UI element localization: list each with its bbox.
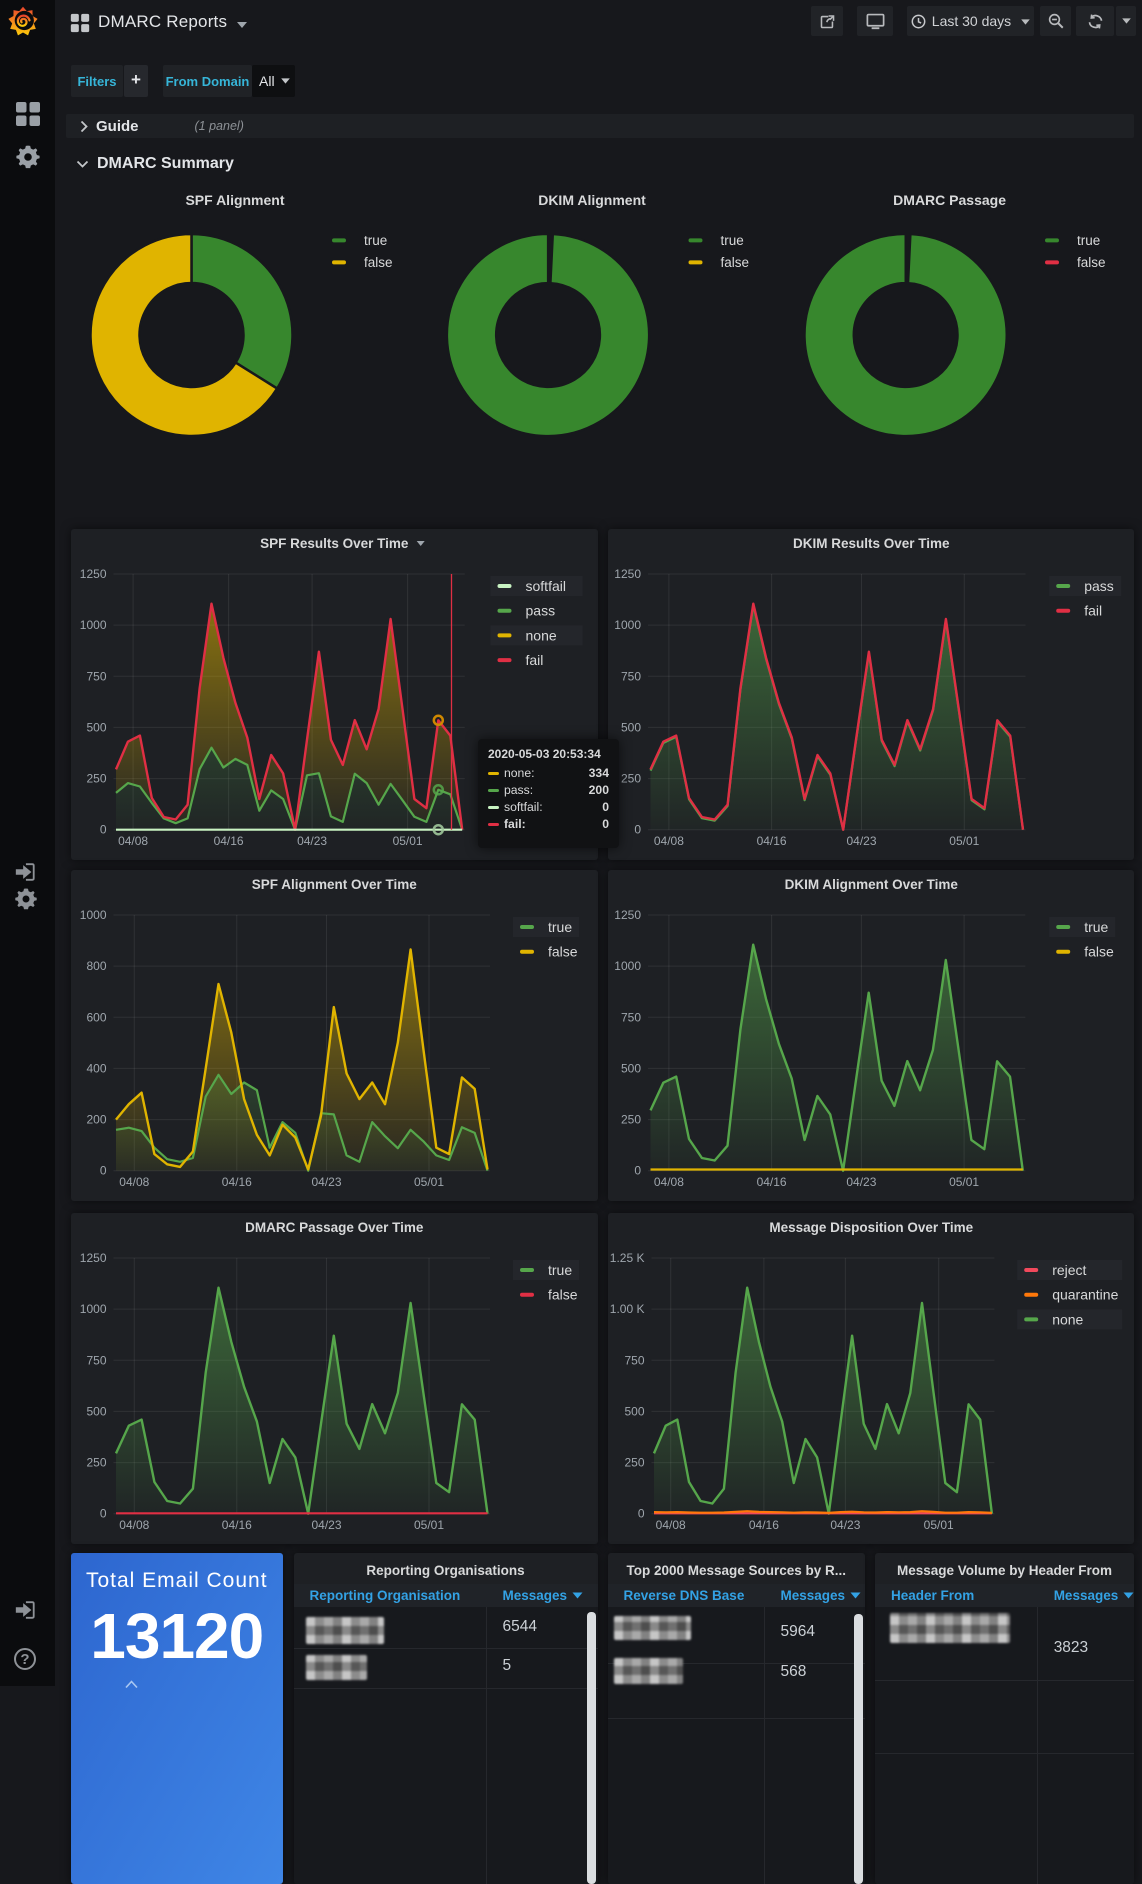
svg-text:04/23: 04/23 [297,834,327,848]
svg-text:1250: 1250 [614,567,641,581]
svg-text:04/08: 04/08 [119,1518,149,1532]
svg-text:05/01: 05/01 [414,1175,444,1189]
svg-text:1000: 1000 [80,1302,107,1316]
svg-text:400: 400 [86,1061,106,1075]
svg-text:1000: 1000 [614,959,641,973]
svg-text:500: 500 [86,720,106,734]
svg-text:true: true [1077,233,1100,248]
svg-text:softfail: softfail [526,578,566,594]
svg-text:500: 500 [620,1061,640,1075]
svg-text:04/08: 04/08 [119,1175,149,1189]
svg-text:0: 0 [100,1506,107,1520]
svg-text:DMARC Passage: DMARC Passage [893,192,1006,208]
svg-text:none: none [1052,1311,1083,1327]
svg-text:false: false [548,943,578,959]
svg-text:04/16: 04/16 [756,834,786,848]
svg-text:pass: pass [526,603,556,619]
svg-text:pass: pass [1084,578,1114,594]
svg-text:04/16: 04/16 [214,834,244,848]
svg-text:1000: 1000 [80,618,107,632]
svg-text:Message Disposition Over Time: Message Disposition Over Time [769,1220,973,1235]
svg-text:false: false [548,1286,578,1302]
svg-text:750: 750 [624,1353,644,1367]
svg-text:600: 600 [86,1010,106,1024]
svg-text:SPF Alignment: SPF Alignment [185,192,284,208]
svg-text:true: true [364,233,387,248]
svg-text:fail: fail [526,652,544,668]
svg-text:SPF Alignment Over Time: SPF Alignment Over Time [252,877,418,892]
svg-text:DKIM Results Over Time: DKIM Results Over Time [792,536,949,551]
svg-text:05/01: 05/01 [949,834,979,848]
svg-text:false: false [721,255,750,270]
svg-text:reject: reject [1052,1262,1086,1278]
svg-text:04/16: 04/16 [748,1518,778,1532]
svg-text:0: 0 [100,1163,107,1177]
svg-text:false: false [1084,943,1114,959]
svg-text:04/08: 04/08 [653,1175,683,1189]
svg-text:false: false [1077,255,1106,270]
svg-text:0: 0 [637,1506,644,1520]
svg-text:quarantine: quarantine [1052,1286,1118,1302]
svg-text:750: 750 [620,1010,640,1024]
svg-text:0: 0 [100,823,107,837]
svg-text:04/16: 04/16 [222,1175,252,1189]
svg-text:750: 750 [620,669,640,683]
svg-text:500: 500 [86,1404,106,1418]
svg-text:DMARC Passage Over Time: DMARC Passage Over Time [245,1220,424,1235]
svg-text:1000: 1000 [80,908,107,922]
svg-text:04/23: 04/23 [846,834,876,848]
svg-text:fail: fail [1084,603,1102,619]
svg-text:04/08: 04/08 [118,834,148,848]
svg-text:05/01: 05/01 [949,1175,979,1189]
svg-text:750: 750 [86,669,106,683]
svg-text:1000: 1000 [614,618,641,632]
svg-text:750: 750 [86,1353,106,1367]
svg-text:04/23: 04/23 [311,1518,341,1532]
svg-text:250: 250 [86,1455,106,1469]
svg-text:SPF Results Over Time: SPF Results Over Time [260,536,409,551]
svg-text:none: none [526,627,557,643]
svg-text:DKIM Alignment Over Time: DKIM Alignment Over Time [784,877,958,892]
svg-text:500: 500 [624,1404,644,1418]
svg-text:true: true [721,233,744,248]
svg-text:1250: 1250 [80,567,107,581]
svg-text:250: 250 [620,1112,640,1126]
svg-text:250: 250 [624,1455,644,1469]
svg-text:1250: 1250 [80,1251,107,1265]
svg-text:0: 0 [634,823,641,837]
svg-text:true: true [548,1262,572,1278]
svg-text:04/08: 04/08 [653,834,683,848]
svg-text:05/01: 05/01 [414,1518,444,1532]
svg-text:500: 500 [620,720,640,734]
svg-text:DKIM Alignment: DKIM Alignment [538,192,646,208]
svg-text:250: 250 [620,772,640,786]
svg-text:1.00 K: 1.00 K [609,1302,644,1316]
svg-text:05/01: 05/01 [393,834,423,848]
svg-text:800: 800 [86,959,106,973]
svg-text:true: true [548,919,572,935]
svg-text:250: 250 [86,772,106,786]
svg-text:04/16: 04/16 [756,1175,786,1189]
svg-text:04/08: 04/08 [655,1518,685,1532]
svg-text:200: 200 [86,1112,106,1126]
svg-text:04/16: 04/16 [222,1518,252,1532]
svg-text:false: false [364,255,393,270]
svg-text:true: true [1084,919,1108,935]
svg-text:04/23: 04/23 [311,1175,341,1189]
svg-text:04/23: 04/23 [830,1518,860,1532]
svg-text:05/01: 05/01 [923,1518,953,1532]
svg-text:04/23: 04/23 [846,1175,876,1189]
svg-text:0: 0 [634,1163,641,1177]
svg-text:1250: 1250 [614,908,641,922]
svg-text:1.25 K: 1.25 K [609,1251,644,1265]
